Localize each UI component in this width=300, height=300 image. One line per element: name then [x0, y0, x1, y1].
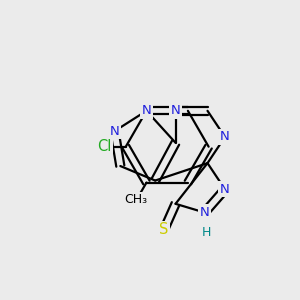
Text: Cl: Cl [97, 139, 111, 154]
Text: N: N [171, 104, 180, 117]
Text: N: N [220, 130, 230, 143]
Text: N: N [110, 125, 119, 138]
Text: N: N [200, 206, 209, 219]
Text: H: H [201, 226, 211, 239]
Text: CH₃: CH₃ [124, 194, 147, 206]
Text: N: N [220, 183, 230, 196]
Text: S: S [159, 223, 169, 238]
Text: N: N [142, 104, 152, 117]
